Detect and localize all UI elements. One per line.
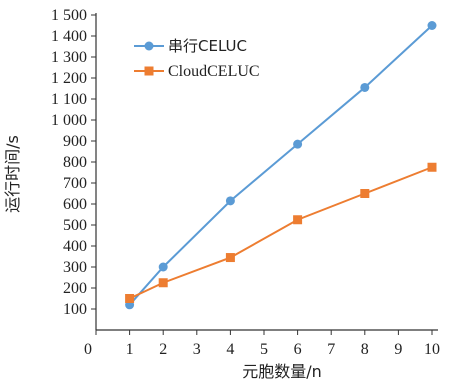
data-point-square [125,294,135,303]
y-tick-label: 600 [63,196,87,213]
y-tick-label: 1 300 [51,49,87,66]
series-line-2 [129,166,433,300]
x-tick-label: 0 [84,341,92,358]
data-point-circle [293,139,303,149]
axes [91,13,438,335]
x-tick-label: 4 [226,341,234,358]
data-point-square [225,253,235,263]
y-tick-label: 200 [63,280,87,297]
y-tick-label: 300 [63,259,87,276]
x-tick-label: 10 [424,341,440,358]
legend-label-2: CloudCELUC [168,63,260,80]
y-tick-label: 1 500 [51,7,87,24]
x-tick-label: 6 [294,341,302,358]
data-point-circle [360,82,370,92]
y-tick-label: 900 [63,133,87,150]
y-axis-title: 运行时间/s [3,135,22,213]
data-point-square [158,278,168,288]
series-lines [125,21,437,310]
legend-label-1: 串行CELUC [168,37,247,55]
x-tick-label: 7 [327,341,335,358]
data-point-circle [158,262,168,272]
y-tick-label: 100 [63,301,87,318]
x-tick-label: 9 [394,341,402,358]
x-tick-label: 1 [126,341,134,358]
x-tick-label: 3 [193,341,201,358]
legend: 串行CELUC CloudCELUC [134,37,260,80]
x-tick-label: 2 [159,341,167,358]
y-tick-label: 1 100 [51,91,87,108]
legend-marker-square [144,66,154,76]
data-point-square [427,162,437,172]
y-tick-label: 1 400 [51,28,87,45]
x-axis-title: 元胞数量/n [242,362,322,381]
data-point-circle [427,21,437,30]
data-point-square [293,215,303,225]
x-tick-label: 5 [260,341,268,358]
y-tick-label: 700 [63,175,87,192]
y-tick-label: 1 000 [51,112,87,129]
legend-marker-circle [144,41,154,51]
series-line-1 [128,24,433,306]
data-point-circle [225,196,235,206]
y-tick-label: 500 [63,217,87,234]
data-point-square [360,189,370,198]
y-tick-label: 800 [63,154,87,171]
y-tick-label: 400 [63,238,87,255]
y-tick-label: 1 200 [51,70,87,87]
x-tick-label: 8 [361,341,369,358]
